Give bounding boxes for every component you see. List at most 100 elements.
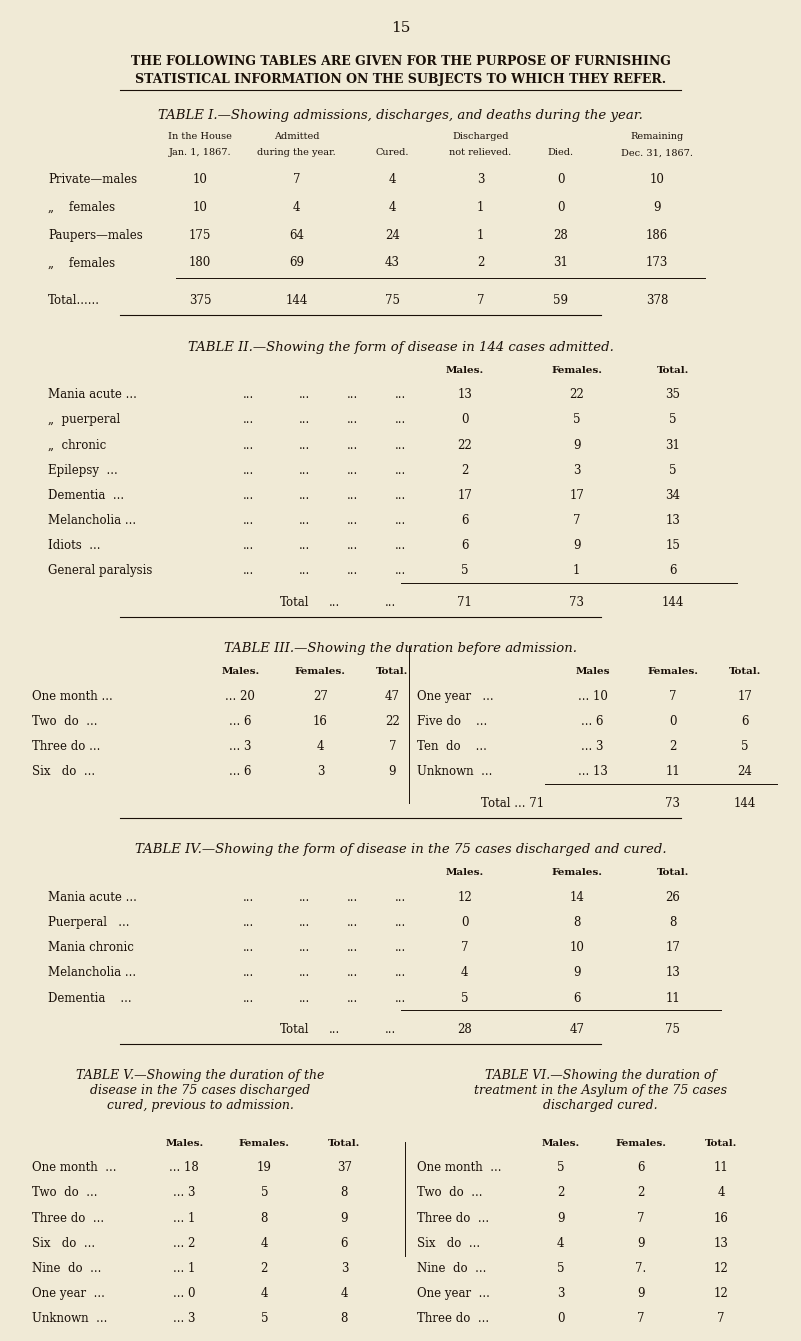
Text: 5: 5 (260, 1187, 268, 1199)
Text: „  chronic: „ chronic (48, 439, 107, 452)
Text: ...: ... (243, 413, 254, 426)
Text: 47: 47 (570, 1023, 584, 1037)
Text: 17: 17 (738, 691, 752, 703)
Text: ...: ... (243, 916, 254, 929)
Text: 9: 9 (573, 539, 581, 552)
Text: 14: 14 (570, 890, 584, 904)
Text: 6: 6 (669, 565, 677, 577)
Text: Dec. 31, 1867.: Dec. 31, 1867. (621, 149, 693, 157)
Text: ...: ... (243, 389, 254, 401)
Text: 3: 3 (477, 173, 485, 186)
Text: 16: 16 (313, 715, 328, 728)
Text: Three do  ...: Three do ... (417, 1211, 489, 1224)
Text: Total: Total (280, 595, 310, 609)
Text: ...: ... (299, 413, 310, 426)
Text: TABLE II.—Showing the form of disease in 144 cases admitted.: TABLE II.—Showing the form of disease in… (187, 341, 614, 354)
Text: Six   do  ...: Six do ... (417, 1236, 480, 1250)
Text: 5: 5 (573, 413, 581, 426)
Text: Females.: Females. (295, 668, 346, 676)
Text: 24: 24 (385, 229, 400, 241)
Text: 13: 13 (666, 514, 680, 527)
Text: Six   do  ...: Six do ... (32, 1236, 95, 1250)
Text: ...: ... (299, 489, 310, 502)
Text: 9: 9 (573, 967, 581, 979)
Text: ...: ... (395, 489, 406, 502)
Text: „  puerperal: „ puerperal (48, 413, 120, 426)
Text: 34: 34 (666, 489, 680, 502)
Text: 10: 10 (193, 173, 207, 186)
Text: Two  do  ...: Two do ... (417, 1187, 482, 1199)
Text: 12: 12 (457, 890, 472, 904)
Text: Males.: Males. (445, 366, 484, 374)
Text: ... 13: ... 13 (578, 766, 608, 778)
Text: 0: 0 (557, 173, 565, 186)
Text: 4: 4 (316, 740, 324, 754)
Text: 1: 1 (477, 201, 485, 215)
Text: ... 1: ... 1 (173, 1262, 195, 1275)
Text: 16: 16 (714, 1211, 728, 1224)
Text: ...: ... (395, 991, 406, 1004)
Text: Total.: Total. (657, 869, 689, 877)
Text: Total.: Total. (729, 668, 761, 676)
Text: ... 20: ... 20 (225, 691, 256, 703)
Text: 19: 19 (257, 1161, 272, 1175)
Text: 13: 13 (714, 1236, 728, 1250)
Text: 7: 7 (388, 740, 396, 754)
Text: 7: 7 (669, 691, 677, 703)
Text: 9: 9 (340, 1211, 348, 1224)
Text: 9: 9 (653, 201, 661, 215)
Text: ...: ... (299, 389, 310, 401)
Text: 173: 173 (646, 256, 668, 270)
Text: Paupers—males: Paupers—males (48, 229, 143, 241)
Text: In the House: In the House (168, 131, 232, 141)
Text: 13: 13 (457, 389, 472, 401)
Text: Dementia  ...: Dementia ... (48, 489, 124, 502)
Text: ...: ... (384, 595, 396, 609)
Text: Total.: Total. (657, 366, 689, 374)
Text: 12: 12 (714, 1262, 728, 1275)
Text: Two  do  ...: Two do ... (32, 715, 98, 728)
Text: 0: 0 (461, 916, 469, 929)
Text: 4: 4 (388, 201, 396, 215)
Text: Females.: Females. (551, 869, 602, 877)
Text: ...: ... (395, 565, 406, 577)
Text: 5: 5 (557, 1161, 565, 1175)
Text: 0: 0 (461, 413, 469, 426)
Text: Three do  ...: Three do ... (417, 1311, 489, 1325)
Text: ...: ... (395, 413, 406, 426)
Text: ...: ... (395, 514, 406, 527)
Text: Males.: Males. (541, 1139, 580, 1148)
Text: 9: 9 (637, 1236, 645, 1250)
Text: 5: 5 (741, 740, 749, 754)
Text: 1: 1 (573, 565, 581, 577)
Text: Three do ...: Three do ... (32, 740, 100, 754)
Text: 2: 2 (557, 1187, 565, 1199)
Text: Total......: Total...... (48, 294, 100, 307)
Text: ...: ... (299, 514, 310, 527)
Text: 4: 4 (260, 1287, 268, 1299)
Text: Nine  do  ...: Nine do ... (417, 1262, 486, 1275)
Text: ...: ... (243, 514, 254, 527)
Text: Males.: Males. (221, 668, 260, 676)
Text: Mania acute ...: Mania acute ... (48, 890, 137, 904)
Text: ...: ... (347, 565, 358, 577)
Text: TABLE IV.—Showing the form of disease in the 75 cases discharged and cured.: TABLE IV.—Showing the form of disease in… (135, 843, 666, 857)
Text: 73: 73 (570, 595, 584, 609)
Text: ... 18: ... 18 (169, 1161, 199, 1175)
Text: ...: ... (395, 967, 406, 979)
Text: not relieved.: not relieved. (449, 149, 512, 157)
Text: 11: 11 (666, 766, 680, 778)
Text: Private—males: Private—males (48, 173, 137, 186)
Text: ...: ... (347, 991, 358, 1004)
Text: 31: 31 (553, 256, 568, 270)
Text: Melancholia ...: Melancholia ... (48, 967, 136, 979)
Text: ...: ... (395, 439, 406, 452)
Text: 2: 2 (477, 256, 485, 270)
Text: 24: 24 (738, 766, 752, 778)
Text: ...: ... (243, 539, 254, 552)
Text: Ten  do    ...: Ten do ... (417, 740, 486, 754)
Text: ...: ... (328, 595, 340, 609)
Text: Unknown  ...: Unknown ... (32, 1311, 107, 1325)
Text: 9: 9 (388, 766, 396, 778)
Text: Unknown  ...: Unknown ... (417, 766, 492, 778)
